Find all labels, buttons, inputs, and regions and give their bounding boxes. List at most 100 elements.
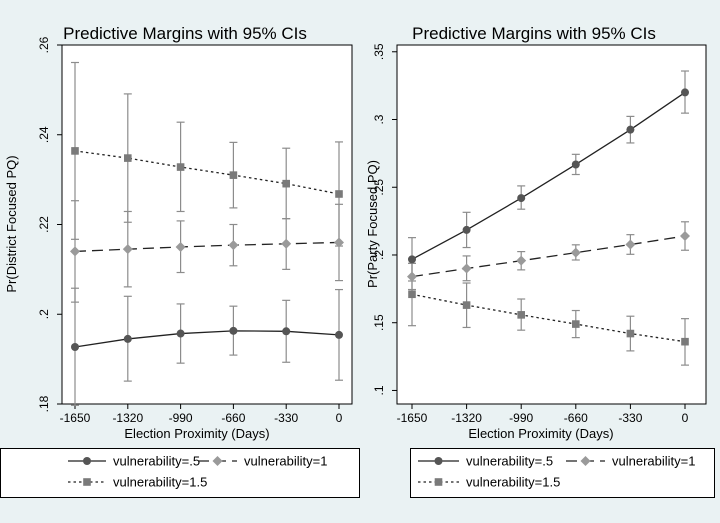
left-series-markers	[70, 147, 344, 352]
data-point-circle	[123, 334, 132, 343]
legend-label: vulnerability=1	[612, 454, 695, 469]
y-tick-label: .18	[37, 395, 51, 412]
data-point-square	[71, 147, 79, 155]
data-point-circle	[282, 327, 291, 336]
left-plot-area	[61, 44, 353, 405]
right-series-lines	[411, 91, 686, 343]
data-point-square	[572, 320, 580, 328]
y-tick-label: .35	[372, 43, 386, 60]
legend-item: vulnerability=1.5	[68, 475, 207, 490]
legend-box	[410, 448, 715, 498]
y-tick-label: .24	[37, 126, 51, 143]
y-tick-label: .25	[372, 179, 386, 196]
legend-label: vulnerability=.5	[113, 454, 200, 469]
x-tick-label: -1320	[451, 411, 482, 425]
data-point-diamond	[334, 237, 344, 248]
legend-diamond-marker	[580, 456, 591, 466]
legend-box	[0, 448, 360, 498]
legend-circle-marker	[434, 457, 443, 465]
data-point-diamond	[175, 241, 186, 252]
legend-label: vulnerability=.5	[466, 454, 553, 469]
legend-label: vulnerability=1.5	[466, 475, 560, 490]
data-point-diamond	[228, 240, 239, 251]
x-tick-label: 0	[336, 411, 343, 425]
data-point-circle	[408, 255, 416, 264]
data-point-diamond	[625, 239, 636, 250]
legend-item: vulnerability=.5	[418, 454, 553, 469]
left-y-axis-label: Pr(District Focused PQ)	[4, 155, 19, 292]
legend-circle-marker	[83, 457, 91, 465]
data-point-diamond	[122, 244, 133, 255]
x-tick-label: -990	[509, 411, 533, 425]
left-axis-ticks: -1650 -1320 -990 -660 -330 0 .18 .2 .22 .24 .26	[37, 36, 343, 425]
series-line-vulnerability-5	[411, 91, 686, 260]
right-series-markers	[407, 88, 690, 346]
x-tick-label: 0	[682, 411, 689, 425]
legend-label: vulnerability=1	[244, 454, 327, 469]
legend-square-marker	[83, 478, 91, 486]
data-point-square	[408, 290, 416, 299]
series-line-vulnerability-1-5	[74, 150, 340, 195]
data-point-square	[176, 163, 185, 171]
data-point-circle	[681, 88, 689, 97]
x-tick-label: -1650	[60, 411, 91, 425]
series-line-vulnerability-1	[74, 241, 340, 253]
x-tick-label: -1320	[112, 411, 143, 425]
series-line-vulnerability-1-5	[411, 293, 686, 343]
left-x-axis-label: Election Proximity (Days)	[124, 426, 269, 441]
x-tick-label: -660	[564, 411, 588, 425]
right-x-axis-label: Election Proximity (Days)	[468, 426, 613, 441]
series-line-vulnerability-5	[74, 330, 340, 348]
right-chart-title: Predictive Margins with 95% CIs	[412, 24, 656, 43]
data-point-square	[462, 301, 471, 309]
series-line-vulnerability-1	[411, 235, 686, 278]
data-point-square	[517, 311, 525, 319]
y-tick-label: .26	[37, 36, 51, 53]
legend-item: vulnerability=1	[198, 454, 327, 469]
legend-square-marker	[434, 478, 443, 486]
left-legend: vulnerability=.5 vulnerability=1 vulnerabi…	[0, 448, 360, 498]
data-point-circle	[71, 343, 79, 352]
y-tick-label: .15	[372, 314, 386, 331]
right-chart: Predictive Margins with 95% CIs Pr(Party…	[365, 24, 715, 498]
data-point-square	[229, 171, 238, 179]
right-legend: vulnerability=.5 vulnerability=1 vulnerabi…	[410, 448, 715, 498]
data-point-diamond	[516, 255, 527, 266]
x-tick-label: -330	[274, 411, 298, 425]
legend-item: vulnerability=1.5	[418, 475, 560, 490]
data-point-circle	[626, 125, 635, 134]
data-point-diamond	[570, 247, 581, 258]
data-point-diamond	[70, 246, 80, 257]
data-point-square	[282, 179, 290, 188]
y-tick-label: .22	[37, 216, 51, 233]
data-point-circle	[571, 160, 580, 169]
data-point-square	[124, 154, 132, 162]
data-point-circle	[229, 326, 238, 335]
right-y-axis-label: Pr(Party Focused PQ)	[365, 160, 380, 288]
x-tick-label: -990	[169, 411, 193, 425]
legend-item: vulnerability=.5	[68, 454, 200, 469]
x-tick-label: -330	[618, 411, 642, 425]
x-tick-label: -1650	[397, 411, 428, 425]
data-point-circle	[462, 225, 471, 234]
data-point-diamond	[407, 271, 417, 282]
y-tick-label: .2	[372, 250, 386, 260]
y-tick-label: .1	[372, 385, 386, 395]
left-chart: Predictive Margins with 95% CIs Pr(Distr…	[0, 24, 360, 498]
data-point-square	[335, 190, 343, 198]
data-point-circle	[335, 330, 343, 339]
data-point-diamond	[461, 263, 472, 274]
data-point-circle	[176, 329, 185, 338]
legend-diamond-marker	[212, 456, 223, 466]
data-point-square	[681, 337, 689, 346]
legend-label: vulnerability=1.5	[113, 475, 207, 490]
x-tick-label: -660	[221, 411, 245, 425]
y-tick-label: .3	[372, 114, 386, 124]
data-point-diamond	[281, 238, 292, 249]
data-point-square	[626, 329, 635, 338]
data-point-diamond	[680, 231, 690, 242]
data-point-circle	[517, 194, 526, 203]
right-plot-area	[396, 44, 707, 405]
right-axis-ticks: -1650 -1320 -990 -660 -330 0 .1 .15 .2 .25 .3 .35	[372, 43, 689, 425]
